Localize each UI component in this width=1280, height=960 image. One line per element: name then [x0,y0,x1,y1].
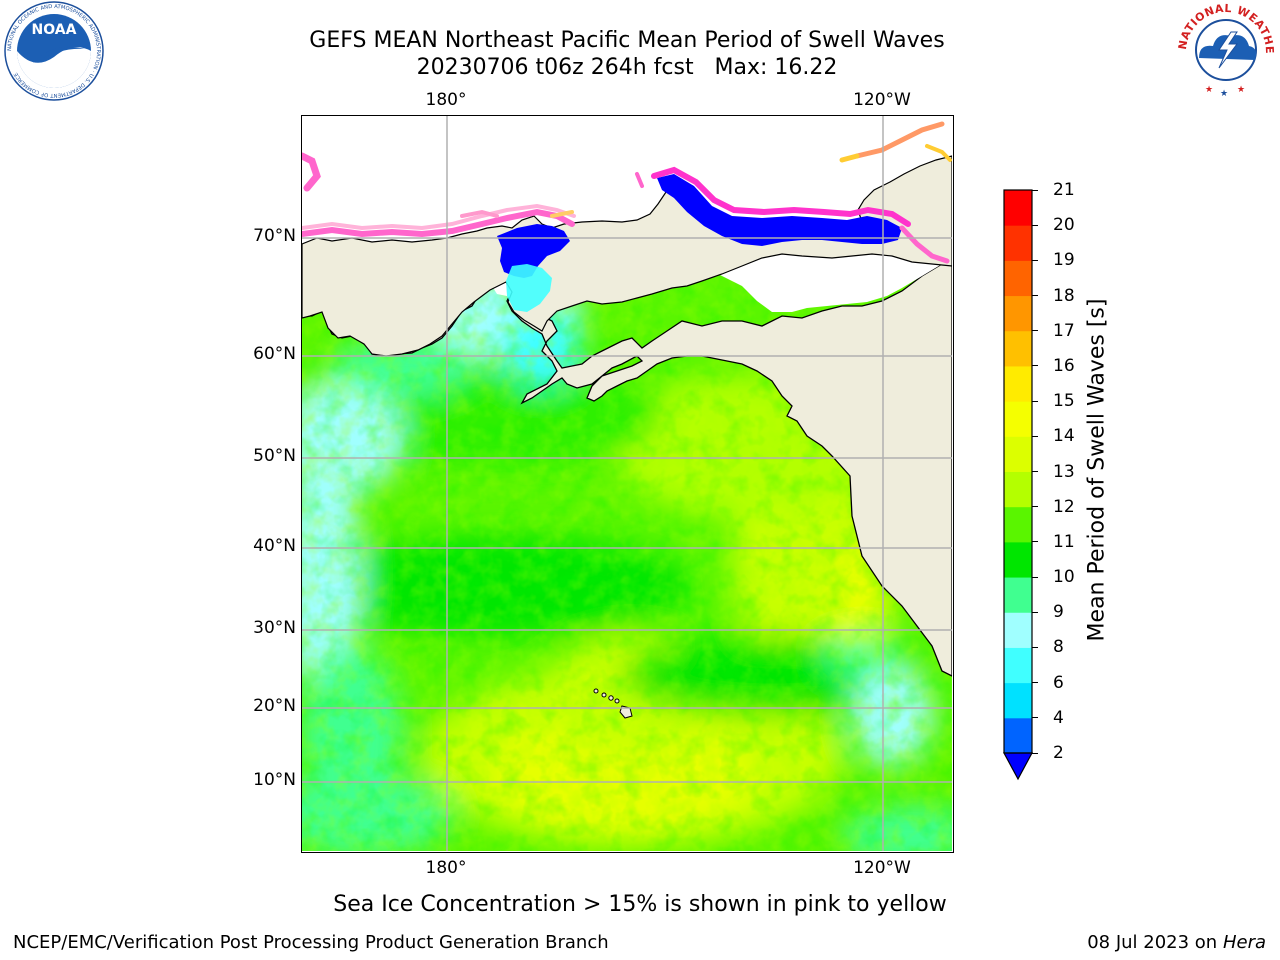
sea-ice-edge [302,121,952,264]
colorbar-tick-mark [1032,435,1038,437]
colorbar-tick-label: 2 [1053,743,1064,763]
colorbar-segment [1004,225,1032,261]
colorbar-tick-label: 20 [1053,215,1075,236]
colorbar-tick-label: 6 [1053,672,1064,693]
colorbar-tick-mark [1032,506,1038,508]
colorbar-segment [1004,436,1032,472]
graticule [302,116,952,851]
lat-label-70n: 70°N [253,226,296,246]
colorbar-segment [1004,365,1032,402]
colorbar-svg [1002,189,1034,781]
colorbar-tick-label: 12 [1053,496,1075,517]
colorbar-tick-mark [1032,576,1038,578]
colorbar-tick-mark [1032,330,1038,332]
colorbar-tick-mark [1032,189,1038,191]
noaa-logo-text: NOAA [32,22,77,38]
colorbar-tick-label: 13 [1053,461,1075,482]
land-siberia-alaska [302,155,953,357]
footer-host: Hera [1222,932,1266,953]
colorbar-tick-label: 4 [1053,707,1064,728]
colorbar-tick-label: 9 [1053,602,1064,623]
colorbar-segment [1004,682,1032,719]
svg-text:★: ★ [1205,85,1213,95]
lat-label-50n: 50°N [253,446,296,466]
svg-text:★: ★ [1220,89,1228,99]
colorbar-segment [1004,717,1032,754]
chart-subtitle: 20230706 t06z 264h fcst Max: 16.22 [416,55,838,80]
colorbar-tick-label: 18 [1053,285,1075,306]
colorbar [1000,188,1060,788]
colorbar-segment [1004,190,1032,226]
map-svg [302,116,953,852]
footer-date-text: 08 Jul 2023 on [1087,932,1223,953]
colorbar-tick-mark [1032,471,1038,472]
colorbar-tick-mark [1032,646,1038,648]
lat-label-30n: 30°N [253,618,296,638]
colorbar-segment [1004,647,1032,684]
colorbar-tick-mark [1032,752,1038,754]
colorbar-tick-mark [1032,224,1038,226]
map-panel [301,115,954,853]
colorbar-tick-mark [1032,682,1038,684]
footer-credit: NCEP/EMC/Verification Post Processing Pr… [13,932,609,953]
colorbar-tick-mark [1032,295,1038,297]
sea-ice-caption: Sea Ice Concentration > 15% is shown in … [333,892,947,917]
colorbar-segment [1004,541,1032,578]
nws-logo: NATIONAL WEATHER SERVICE ★ ★ ★ [1170,0,1278,100]
colorbar-tick-mark [1032,611,1038,613]
lon-label-top-120w: 120°W [853,90,911,110]
chart-title: GEFS MEAN Northeast Pacific Mean Period … [309,28,945,53]
colorbar-tick-mark [1032,365,1038,367]
lat-label-20n: 20°N [253,696,296,716]
lon-label-bottom-180: 180° [425,858,467,878]
colorbar-tick-label: 16 [1053,355,1075,376]
colorbar-segment [1004,506,1032,543]
colorbar-segment [1004,577,1032,613]
noaa-logo: NATIONAL OCEANIC AND ATMOSPHERIC ADMINIS… [3,1,105,101]
colorbar-tick-label: 15 [1053,391,1075,412]
colorbar-tick-mark [1032,259,1038,261]
colorbar-tick-mark [1032,541,1038,543]
colorbar-tick-label: 8 [1053,637,1064,658]
beaufort-sea-blue [657,174,902,246]
colorbar-tick-label: 21 [1053,180,1075,200]
colorbar-label: Mean Period of Swell Waves [s] [1084,298,1110,642]
colorbar-tick-label: 10 [1053,567,1075,588]
svg-text:★: ★ [1237,85,1245,95]
colorbar-tick-mark [1032,400,1038,402]
colorbar-tick-mark [1032,717,1038,719]
colorbar-extend-triangle [1002,752,1034,781]
colorbar-tick-label: 17 [1053,320,1075,341]
lat-label-40n: 40°N [253,536,296,556]
colorbar-segment [1004,471,1032,508]
lon-label-top-180: 180° [425,90,467,110]
footer-date: 08 Jul 2023 on Hera [1087,932,1266,953]
colorbar-tick-label: 11 [1053,531,1075,552]
colorbar-segment [1004,295,1032,332]
colorbar-segment [1004,401,1032,437]
colorbar-segment [1004,260,1032,297]
lon-label-bottom-120w: 120°W [853,858,911,878]
lat-label-10n: 10°N [253,770,296,790]
colorbar-tick-label: 19 [1053,250,1075,271]
colorbar-segment [1004,330,1032,367]
colorbar-tick-label: 14 [1053,426,1075,447]
colorbar-segment [1004,612,1032,648]
lat-label-60n: 60°N [253,344,296,364]
